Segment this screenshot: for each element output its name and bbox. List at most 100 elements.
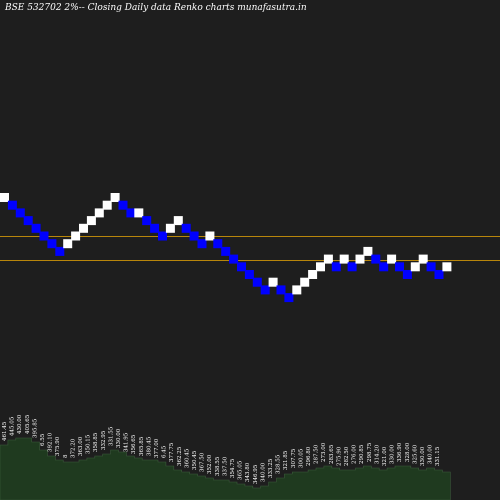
price-label: 331.55 [108, 426, 114, 446]
renko-brick-down [331, 262, 341, 272]
price-label: 392.10 [48, 432, 54, 452]
renko-brick-down [426, 262, 436, 272]
renko-brick-up [205, 231, 215, 241]
price-label: 362.25 [177, 446, 183, 466]
price-label: 445.05 [10, 416, 16, 436]
price-labels: 461.45 445.05 430.00 405.65 395.856.55 392.10… [2, 414, 441, 484]
renko-brick-down [252, 277, 262, 287]
renko-brick-up [165, 223, 175, 233]
price-label: 296.80 [306, 446, 312, 466]
price-label: 360.45 [184, 448, 190, 468]
renko-brick-down [237, 262, 246, 272]
price-label: 377.75 [169, 442, 175, 462]
renko-brick-up [323, 254, 333, 264]
volume-area [0, 437, 451, 500]
renko-brick-down [371, 254, 381, 264]
price-label: 341.95 [124, 432, 130, 452]
price-label: 340.00 [428, 444, 434, 464]
price-label: 365.85 [139, 436, 145, 456]
renko-brick-down [347, 262, 357, 272]
price-label: 282.50 [344, 446, 350, 466]
price-label: 314.20 [374, 444, 380, 464]
price-label: 330.00 [116, 428, 122, 448]
price-label: 336.90 [397, 442, 403, 462]
renko-brick-up [300, 277, 310, 287]
price-label: 330.00 [390, 444, 396, 464]
price-label: 343.80 [245, 462, 251, 482]
price-label: 354.75 [230, 458, 236, 478]
renko-brick-down [55, 246, 65, 256]
price-label: 283.65 [329, 444, 335, 464]
price-label: 350.45 [192, 450, 198, 470]
renko-brick-down [31, 223, 41, 233]
price-label: 330.00 [420, 446, 426, 466]
renko-brick-down [142, 216, 152, 226]
price-label: 372.20 [70, 438, 76, 458]
renko-brick-up [102, 200, 112, 210]
price-label: 358.85 [93, 432, 99, 452]
renko-brick-up [86, 216, 96, 226]
price-label: 6.45 [162, 445, 168, 458]
renko-brick-down [126, 208, 136, 218]
renko-brick-down [260, 285, 270, 295]
price-label: 365.05 [238, 460, 244, 480]
price-label: 356.65 [131, 434, 137, 454]
price-label: 340.00 [260, 462, 266, 482]
price-label: 338.55 [215, 456, 221, 476]
renko-brick-up [442, 262, 452, 272]
renko-brick-down [284, 293, 294, 303]
renko-brick-up [134, 208, 144, 218]
price-label: 375.90 [55, 436, 61, 456]
renko-brick-down [7, 200, 17, 210]
renko-brick-down [39, 231, 49, 241]
renko-brick-up [79, 223, 88, 233]
renko-brick-down [213, 239, 223, 249]
renko-brick-down [244, 270, 254, 279]
price-label: 461.45 [2, 421, 8, 441]
renko-brick-up [387, 254, 397, 264]
renko-brick-down [402, 270, 412, 279]
price-label: 363.00 [78, 436, 84, 456]
renko-brick-down [158, 231, 167, 241]
price-label: 273.00 [321, 442, 327, 462]
renko-brick-up [94, 208, 104, 218]
price-label: 380.45 [146, 436, 152, 456]
renko-brick-down [395, 262, 404, 272]
price-label: 377.00 [154, 438, 160, 458]
renko-brick-up [339, 254, 349, 264]
chart-title: BSE 532702 2%-- Closing Daily data Renko… [5, 3, 307, 13]
price-label: 325.60 [412, 444, 418, 464]
renko-brick-down [150, 223, 160, 233]
renko-brick-down [379, 262, 389, 272]
price-label: 332.95 [101, 430, 107, 450]
price-label: 300.05 [298, 448, 304, 468]
renko-brick-down [23, 216, 33, 226]
renko-brick-down [197, 239, 207, 249]
renko-brick-up [410, 262, 420, 272]
renko-brick-down [181, 223, 191, 233]
price-label: 405.65 [25, 414, 31, 434]
price-label: 328.55 [276, 454, 282, 474]
renko-brick-down [189, 231, 199, 241]
price-label: 430.00 [17, 414, 23, 434]
price-label: 333.25 [268, 458, 274, 478]
price-label: 275.90 [336, 446, 342, 466]
price-label: 337.50 [222, 456, 228, 476]
price-label: 328.00 [405, 442, 411, 462]
renko-brick-down [221, 246, 231, 256]
price-label: 8 [63, 454, 69, 458]
renko-brick-down [276, 285, 286, 295]
renko-brick-up [63, 239, 73, 249]
price-label: 395.85 [32, 418, 38, 438]
price-label: 287.50 [314, 444, 320, 464]
price-label: 350.15 [86, 434, 92, 454]
price-label: 321.00 [382, 446, 388, 466]
renko-brick-down [47, 239, 57, 249]
renko-brick-up [71, 231, 81, 241]
renko-brick-down [15, 208, 25, 218]
renko-brick-down [118, 200, 128, 210]
renko-brick-down [229, 254, 239, 264]
price-label: 290.85 [359, 444, 365, 464]
